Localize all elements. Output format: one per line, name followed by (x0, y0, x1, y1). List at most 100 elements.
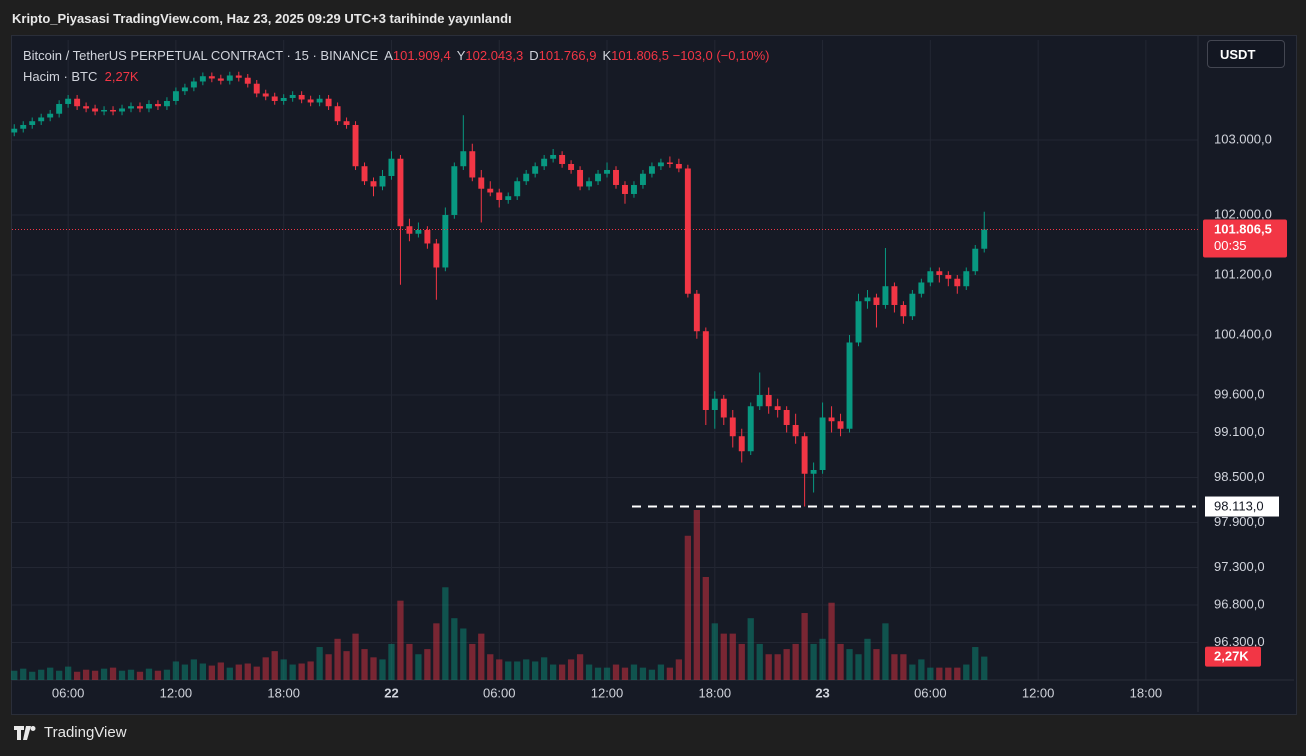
candle-body (648, 166, 655, 174)
volume-bar (900, 654, 907, 680)
volume-bar (235, 664, 242, 680)
volume-bar (199, 663, 206, 680)
candle-body (352, 124, 359, 167)
candle-body (65, 98, 72, 104)
volume-bar (963, 664, 970, 680)
volume-bar (271, 651, 278, 680)
candle-body (496, 192, 503, 200)
candle-body (604, 169, 610, 174)
candle-body (487, 188, 494, 193)
volume-value: 2,27K (104, 69, 139, 84)
candle-body (981, 229, 988, 249)
candle-body (181, 87, 188, 92)
volume-bar (118, 670, 126, 680)
volume-bar (630, 664, 638, 680)
candle-body (622, 184, 628, 194)
ohlc-value: 102.043,3 (465, 48, 524, 63)
candle-body (47, 113, 54, 118)
volume-label-box (1205, 646, 1261, 667)
volume-bar (945, 667, 952, 680)
x-tick-label: 12:00 (591, 685, 624, 700)
logo (14, 725, 36, 740)
x-tick-label: 23 (815, 685, 829, 700)
candle-body (433, 243, 440, 268)
candle-body (343, 121, 350, 125)
candle-body (675, 163, 682, 169)
y-tick-label: 99.100,0 (1214, 424, 1265, 439)
y-tick-label: 96.800,0 (1214, 596, 1265, 611)
volume-bar (64, 666, 72, 680)
candle-body (720, 398, 727, 418)
volume-bar (11, 670, 18, 680)
candle-body (738, 436, 745, 452)
volume-bar (190, 659, 198, 680)
volume-bar (585, 664, 593, 680)
x-tick-label: 06:00 (52, 685, 85, 700)
candle-body (11, 128, 18, 133)
candle-body (631, 184, 637, 194)
volume-bar (262, 657, 269, 680)
candle-body (963, 271, 970, 287)
candle-body (325, 98, 332, 107)
volume-bar (828, 602, 835, 680)
candle-body (828, 417, 835, 422)
candle-body (702, 331, 709, 410)
volume-bar (981, 656, 988, 680)
currency-button[interactable]: USDT (1207, 40, 1285, 68)
x-tick-label: 06:00 (483, 685, 516, 700)
volume-bar (442, 587, 449, 680)
candle-body (208, 76, 215, 79)
y-tick-label: 97.900,0 (1214, 514, 1265, 529)
candle-body (568, 163, 575, 170)
candle-body (29, 121, 36, 125)
volume-bar (361, 649, 368, 680)
candle-body (406, 226, 413, 234)
volume-bar (864, 638, 871, 680)
volume-bar (639, 667, 647, 680)
candle-body (639, 173, 646, 185)
candle-body (415, 229, 422, 234)
volume-bar (774, 654, 781, 680)
change: −103,0 (−0,10%) (672, 48, 770, 63)
volume-bar (855, 654, 862, 680)
candle-body (756, 394, 763, 407)
volume-bar (406, 643, 413, 680)
candle-body (110, 109, 117, 112)
candle-body (541, 158, 548, 167)
volume-bar (379, 659, 386, 680)
y-tick-label: 100.400,0 (1214, 326, 1272, 341)
candle-body (873, 297, 880, 305)
volume-bar (415, 654, 422, 680)
candle-body (882, 286, 889, 305)
symbol: Bitcoin / TetherUS PERPETUAL CONTRACT · … (23, 48, 379, 63)
volume-bar (100, 668, 108, 680)
volume-bar (487, 654, 494, 680)
candle-body (226, 75, 233, 81)
volume-bar (163, 669, 171, 680)
volume-bar (846, 649, 853, 680)
volume-bar (756, 643, 763, 680)
volume-bar (505, 661, 512, 680)
volume-bar (541, 657, 548, 680)
candle-body (550, 154, 557, 159)
volume-bar (136, 671, 144, 680)
candle-body (900, 304, 907, 317)
volume-bar (29, 671, 36, 680)
volume-bar (549, 664, 557, 680)
candle-body (92, 108, 99, 112)
candle-body (559, 154, 566, 164)
candle-body (684, 168, 691, 294)
y-tick-label: 101.200,0 (1214, 266, 1272, 281)
volume-bar (451, 618, 458, 680)
candle-body (361, 166, 368, 182)
volume-bar (316, 647, 323, 680)
candle-body (244, 77, 251, 84)
candle-body (577, 169, 584, 187)
volume-bar (765, 654, 772, 680)
volume-bar (918, 659, 925, 680)
candle-body (451, 166, 458, 215)
candle-body (523, 173, 530, 182)
volume-bar (109, 667, 117, 680)
volume-bar (675, 659, 683, 680)
candle-body (370, 181, 377, 187)
